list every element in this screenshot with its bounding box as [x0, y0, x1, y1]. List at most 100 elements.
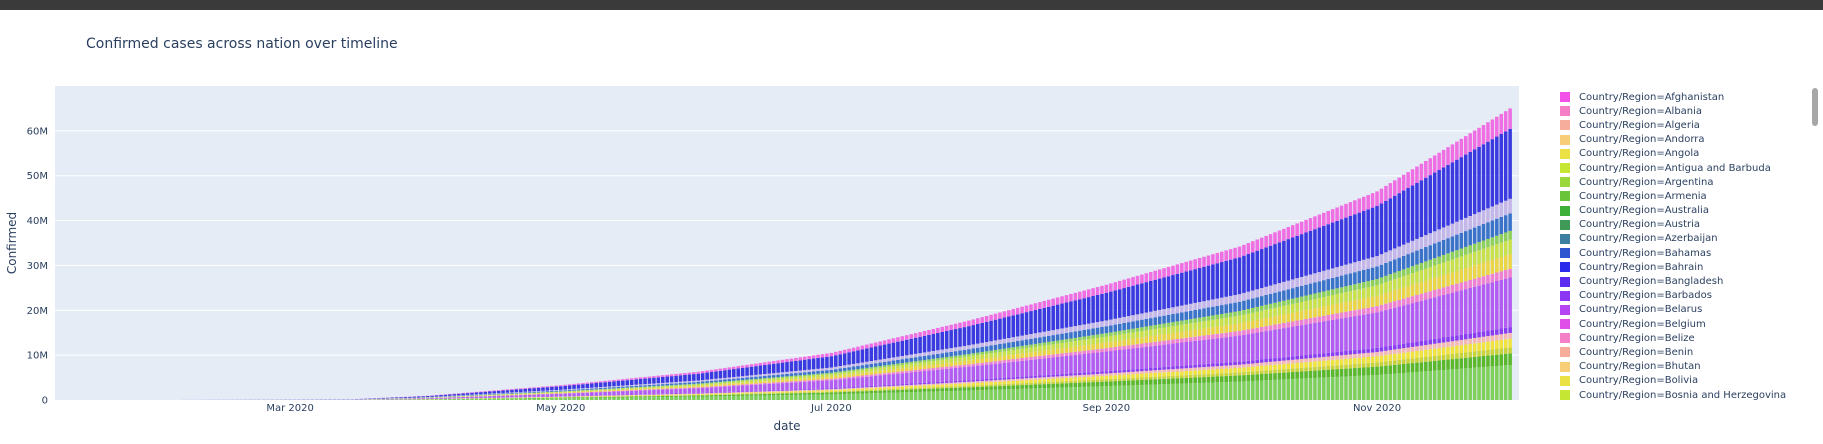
bar-segment: [1495, 354, 1499, 367]
bar-segment: [984, 321, 989, 343]
bar-segment: [1051, 335, 1055, 342]
legend-item[interactable]: Country/Region=Armenia: [1558, 189, 1798, 203]
bar-segment: [1197, 302, 1202, 310]
bar-segment: [585, 396, 590, 397]
legend-item[interactable]: Country/Region=Bosnia and Herzegovina: [1558, 388, 1798, 400]
bar-segment: [847, 364, 851, 368]
legend-item[interactable]: Country/Region=Albania: [1558, 104, 1798, 118]
bar-segment: [1246, 291, 1251, 300]
bar-segment: [1197, 374, 1202, 378]
bar-segment: [1038, 346, 1042, 352]
legend-label: Country/Region=Andorra: [1579, 134, 1705, 146]
bar-segment: [1100, 321, 1104, 327]
bar-segment: [598, 396, 603, 397]
legend-item[interactable]: Country/Region=Austria: [1558, 218, 1798, 232]
bar-segment: [1481, 276, 1486, 285]
bar-segment: [1219, 382, 1224, 400]
legend-item[interactable]: Country/Region=Belarus: [1558, 303, 1798, 317]
bar-segment: [758, 384, 763, 391]
bar-segment: [643, 384, 647, 386]
bar-segment: [1206, 316, 1211, 321]
bar-segment: [1242, 381, 1246, 400]
bar-segment: [1086, 372, 1091, 375]
bar-segment: [1344, 292, 1348, 302]
bar-segment: [1242, 367, 1246, 373]
legend-item[interactable]: Country/Region=Angola: [1558, 147, 1798, 161]
bar-segment: [1419, 262, 1424, 271]
bar-segment: [1122, 380, 1126, 386]
bar-segment: [1219, 251, 1224, 263]
bar-segment: [1184, 337, 1189, 342]
bar-segment: [1060, 353, 1064, 357]
legend-item[interactable]: Country/Region=Bhutan: [1558, 360, 1798, 374]
legend-item[interactable]: Country/Region=Algeria: [1558, 118, 1798, 132]
bar-segment: [1455, 368, 1459, 400]
bar-segment: [896, 371, 900, 374]
legend-item[interactable]: Country/Region=Argentina: [1558, 175, 1798, 189]
bar-segment: [1007, 355, 1011, 360]
legend-item[interactable]: Country/Region=Bahamas: [1558, 246, 1798, 260]
legend-scroll-track[interactable]: [1810, 84, 1820, 404]
bar-segment: [927, 387, 931, 389]
bar-segment: [860, 377, 865, 387]
bar-segment: [878, 387, 882, 390]
bar-segment: [1197, 370, 1202, 375]
bar-segment: [1233, 316, 1237, 324]
bar-segment: [936, 383, 940, 385]
bar-segment: [1086, 350, 1091, 354]
bar-segment: [1282, 364, 1286, 370]
legend-item[interactable]: Country/Region=Australia: [1558, 204, 1798, 218]
bar-segment: [993, 344, 998, 350]
legend-item[interactable]: Country/Region=Bangladesh: [1558, 274, 1798, 288]
bar-segment: [1264, 309, 1268, 318]
bar-segment: [754, 363, 758, 367]
bar-segment: [1060, 356, 1064, 375]
bar-segment: [1100, 381, 1104, 387]
bar-segment: [1095, 343, 1100, 350]
bar-segment: [1007, 377, 1011, 380]
bar-segment: [581, 397, 585, 398]
bar-segment: [1135, 385, 1140, 400]
bar-segment: [896, 392, 900, 400]
bar-segment: [1366, 375, 1370, 400]
bar-segment: [1180, 312, 1184, 321]
bar-segment: [1330, 268, 1335, 278]
bar-segment: [1397, 246, 1401, 258]
bar-segment: [1024, 357, 1029, 361]
bar-segment: [1339, 275, 1344, 288]
bar-segment: [958, 357, 962, 362]
bar-segment: [891, 369, 896, 373]
bar-segment: [1078, 337, 1082, 341]
bar-segment: [1064, 387, 1069, 400]
bar-segment: [936, 381, 940, 384]
legend-scrollbar[interactable]: [1812, 88, 1818, 126]
bar-segment: [1259, 326, 1264, 332]
bar-segment: [629, 378, 634, 380]
bar-segment: [487, 398, 492, 400]
legend-item[interactable]: Country/Region=Bahrain: [1558, 260, 1798, 274]
legend-item[interactable]: Country/Region=Barbados: [1558, 289, 1798, 303]
bar-segment: [621, 395, 625, 397]
bar-segment: [909, 392, 913, 400]
bar-segment: [603, 386, 607, 388]
bar-segment: [1410, 284, 1415, 297]
legend-item[interactable]: Country/Region=Belize: [1558, 331, 1798, 345]
legend-item[interactable]: Country/Region=Belgium: [1558, 317, 1798, 331]
bar-segment: [1259, 305, 1264, 311]
bar-segment: [1481, 284, 1486, 332]
legend-item[interactable]: Country/Region=Afghanistan: [1558, 90, 1798, 104]
bar-segment: [1011, 337, 1016, 342]
bar-segment: [705, 381, 709, 383]
legend-item[interactable]: Country/Region=Andorra: [1558, 133, 1798, 147]
bar-segment: [607, 388, 612, 390]
bar-segment: [794, 382, 798, 390]
legend-item[interactable]: Country/Region=Azerbaijan: [1558, 232, 1798, 246]
bar-segment: [811, 355, 816, 359]
chart-legend[interactable]: Country/Region=Afghanistan Country/Region…: [1558, 90, 1798, 400]
bar-segment: [1495, 349, 1499, 355]
legend-item[interactable]: Country/Region=Bolivia: [1558, 374, 1798, 388]
legend-item[interactable]: Country/Region=Benin: [1558, 345, 1798, 359]
legend-item[interactable]: Country/Region=Antigua and Barbuda: [1558, 161, 1798, 175]
bar-segment: [731, 366, 736, 370]
